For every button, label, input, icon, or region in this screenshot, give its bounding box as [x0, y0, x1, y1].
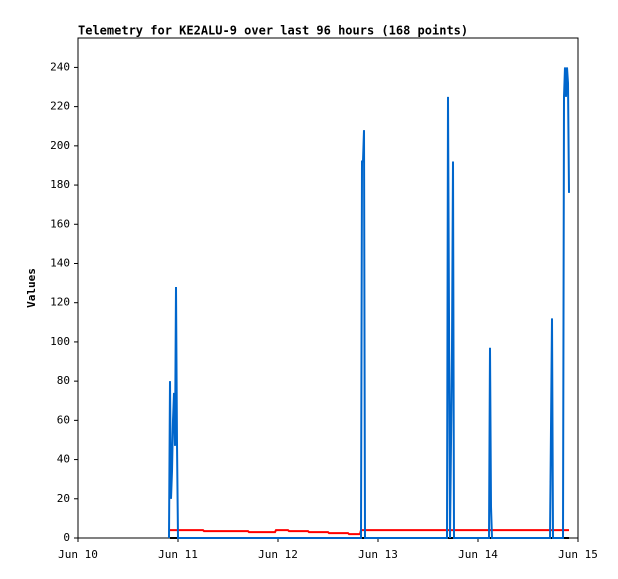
- y-tick-label: 20: [57, 492, 70, 505]
- x-tick-label: Jun 13: [358, 548, 398, 561]
- y-tick-label: 0: [63, 531, 70, 544]
- series-line: [170, 529, 569, 536]
- x-tick-label: Jun 11: [158, 548, 198, 561]
- x-tick-label: Jun 10: [58, 548, 98, 561]
- series-line: [168, 67, 570, 539]
- y-tick-label: 40: [57, 453, 70, 466]
- y-tick-label: 80: [57, 374, 70, 387]
- y-tick-label: 140: [50, 256, 70, 269]
- x-tick-label: Jun 12: [258, 548, 298, 561]
- y-tick-label: 220: [50, 100, 70, 113]
- chart-title: Telemetry for KE2ALU-9 over last 96 hour…: [78, 24, 468, 38]
- y-tick-label: 180: [50, 178, 70, 191]
- y-axis-label: Values: [25, 268, 38, 308]
- y-tick-label: 240: [50, 60, 70, 73]
- x-tick-label: Jun 15: [558, 548, 598, 561]
- y-tick-label: 160: [50, 217, 70, 230]
- y-tick-label: 200: [50, 139, 70, 152]
- y-tick-label: 100: [50, 335, 70, 348]
- x-tick-label: Jun 14: [458, 548, 498, 561]
- y-tick-label: 60: [57, 413, 70, 426]
- y-tick-label: 120: [50, 296, 70, 309]
